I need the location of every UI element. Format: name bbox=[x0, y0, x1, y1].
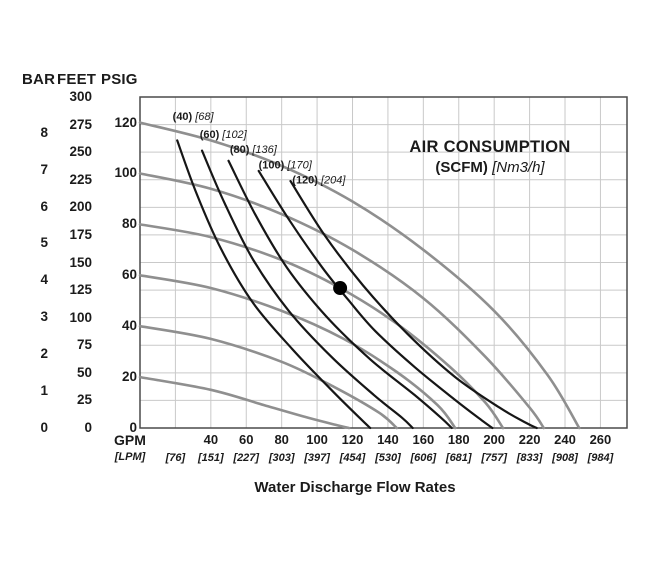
psig-tick-label: 60 bbox=[121, 267, 137, 283]
nm3h-unit-label: [Nm3/h] bbox=[492, 159, 545, 176]
feet-tick-label: 25 bbox=[76, 392, 92, 408]
air-curve-label-120scfm: (120) [204] bbox=[292, 175, 346, 187]
feet-tick-label: 100 bbox=[69, 309, 92, 325]
psig-axis-header: PSIG bbox=[101, 71, 138, 88]
gpm-tick-label: 180 bbox=[447, 432, 470, 447]
gpm-tick-label: 260 bbox=[589, 432, 612, 447]
bar-tick-label: 1 bbox=[40, 383, 48, 399]
air-curve-80scfm bbox=[227, 159, 453, 430]
feet-tick-label: 175 bbox=[69, 226, 92, 242]
feet-tick-label: 275 bbox=[69, 116, 92, 132]
lpm-tick-label: [530] bbox=[375, 452, 401, 464]
feet-tick-label: 125 bbox=[69, 282, 92, 298]
plot-border bbox=[139, 96, 628, 429]
air-curve-label-60scfm: (60) [102] bbox=[200, 129, 248, 141]
bar-tick-label: 7 bbox=[40, 161, 48, 177]
air-consumption-title-line1: AIR CONSUMPTION bbox=[409, 138, 571, 156]
feet-tick-label: 225 bbox=[69, 171, 92, 187]
operating-point-marker bbox=[333, 281, 348, 296]
water-curve-20psig bbox=[138, 375, 351, 430]
bar-tick-label: 0 bbox=[40, 420, 48, 435]
psig-tick-label: 100 bbox=[114, 165, 137, 181]
lpm-tick-label: [454] bbox=[339, 452, 366, 464]
feet-tick-label: 75 bbox=[76, 337, 92, 353]
lpm-tick-label: [681] bbox=[445, 452, 472, 464]
feet-tick-label: 250 bbox=[69, 144, 92, 160]
gpm-tick-label: 240 bbox=[554, 432, 576, 447]
feet-tick-label: 200 bbox=[69, 199, 92, 215]
x-axis-title: Water Discharge Flow Rates bbox=[254, 479, 456, 496]
psig-tick-label: 20 bbox=[121, 369, 137, 385]
bar-tick-label: 5 bbox=[40, 235, 48, 251]
feet-tick-label: 0 bbox=[84, 420, 92, 435]
lpm-tick-label: [303] bbox=[268, 452, 295, 464]
bar-tick-label: 8 bbox=[40, 124, 48, 140]
water-curve-60psig bbox=[138, 274, 457, 430]
air-curve-40scfm bbox=[176, 139, 372, 430]
x-axis-unit-lpm: [LPM] bbox=[114, 451, 146, 463]
gpm-tick-label: 100 bbox=[306, 432, 328, 447]
water-curve-40psig bbox=[138, 324, 399, 430]
bar-tick-label: 3 bbox=[40, 309, 48, 325]
lpm-tick-label: [227] bbox=[233, 452, 260, 464]
air-curve-100scfm bbox=[257, 169, 494, 430]
lpm-tick-label: [908] bbox=[552, 452, 578, 464]
psig-tick-label: 0 bbox=[129, 420, 137, 435]
air-curve-60scfm bbox=[200, 149, 414, 430]
bar-axis-header: BAR bbox=[22, 71, 56, 88]
psig-tick-label: 80 bbox=[121, 216, 137, 232]
bar-tick-label: 4 bbox=[40, 272, 48, 288]
bar-tick-label: 2 bbox=[40, 346, 48, 362]
lpm-tick-label: [757] bbox=[481, 452, 508, 464]
air-curve-120scfm bbox=[289, 180, 538, 430]
feet-axis-header: FEET bbox=[57, 71, 97, 88]
gpm-tick-label: 220 bbox=[518, 432, 541, 447]
lpm-tick-label: [397] bbox=[304, 452, 330, 464]
lpm-tick-label: [984] bbox=[587, 452, 614, 464]
psig-tick-label: 40 bbox=[121, 318, 137, 334]
lpm-tick-label: [151] bbox=[197, 452, 224, 464]
feet-tick-label: 300 bbox=[69, 89, 92, 104]
psig-tick-label: 120 bbox=[114, 114, 137, 130]
bar-tick-label: 6 bbox=[40, 198, 48, 214]
water-curve-80psig bbox=[138, 223, 505, 430]
air-consumption-title-line2: (SCFM) [Nm3/h] bbox=[370, 159, 610, 176]
feet-tick-label: 150 bbox=[69, 254, 92, 270]
gpm-tick-label: 200 bbox=[483, 432, 506, 447]
gpm-tick-label: 60 bbox=[239, 432, 254, 447]
feet-tick-label: 50 bbox=[76, 364, 92, 380]
gpm-tick-label: 140 bbox=[377, 432, 399, 447]
gpm-tick-label: 40 bbox=[203, 432, 219, 447]
water-curve-120psig bbox=[138, 121, 581, 430]
air-curve-label-100scfm: (100) [170] bbox=[259, 159, 313, 171]
lpm-tick-label: [76] bbox=[165, 452, 186, 464]
scfm-unit-label: (SCFM) bbox=[435, 159, 488, 176]
gpm-tick-label: 80 bbox=[274, 432, 289, 447]
air-curve-label-40scfm: (40) [68] bbox=[173, 111, 215, 123]
gpm-tick-label: 160 bbox=[412, 432, 435, 447]
lpm-tick-label: [833] bbox=[516, 452, 543, 464]
gpm-tick-label: 120 bbox=[341, 432, 364, 447]
x-axis-unit-gpm: GPM bbox=[114, 432, 146, 448]
air-curve-label-80scfm: (80) [136] bbox=[230, 144, 278, 156]
air-consumption-title: AIR CONSUMPTION (SCFM) [Nm3/h] bbox=[370, 138, 610, 176]
lpm-tick-label: [606] bbox=[410, 452, 437, 464]
